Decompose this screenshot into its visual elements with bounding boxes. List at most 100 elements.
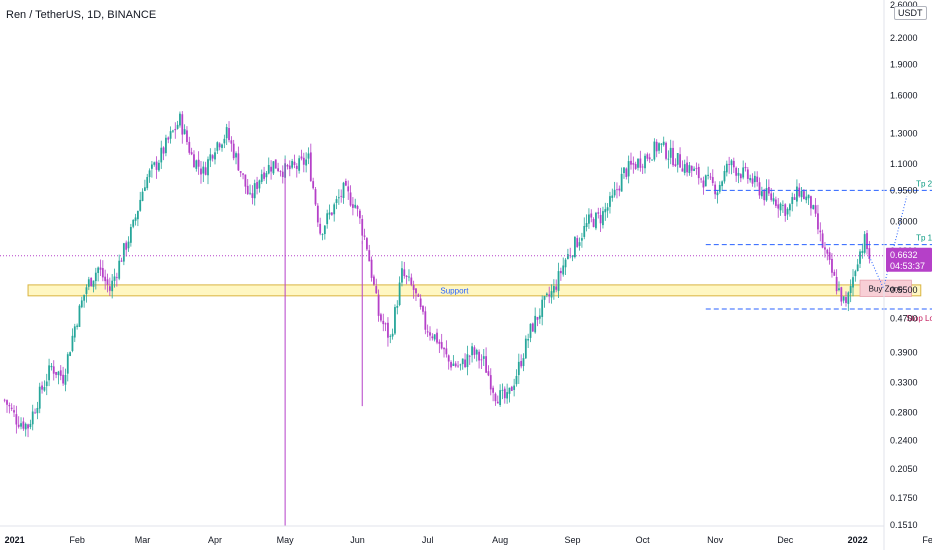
- y-tick-label: 2.6000: [890, 0, 918, 10]
- candle: [69, 351, 72, 357]
- candle: [323, 224, 326, 240]
- last-price-box: [886, 247, 932, 272]
- candle: [725, 160, 728, 177]
- candle: [258, 179, 261, 193]
- candle: [204, 161, 207, 176]
- candle: [34, 408, 36, 414]
- candle: [270, 160, 272, 180]
- candle: [239, 171, 242, 177]
- candle: [856, 258, 859, 272]
- candle: [64, 368, 67, 392]
- y-tick-label: 0.4700: [890, 313, 918, 323]
- candle: [312, 177, 315, 190]
- candle: [380, 312, 382, 323]
- candle: [302, 152, 305, 173]
- candle: [43, 380, 46, 392]
- candle: [693, 166, 695, 172]
- candle: [356, 204, 359, 217]
- candle: [700, 177, 702, 183]
- candle: [83, 294, 86, 308]
- candle: [342, 181, 345, 204]
- candle: [337, 189, 340, 205]
- candle: [721, 180, 724, 191]
- annotations-layer[interactable]: Buy Zone: [0, 196, 912, 297]
- candle: [125, 240, 128, 257]
- candle: [611, 188, 614, 202]
- candle: [690, 165, 693, 177]
- candle: [340, 189, 343, 203]
- candle: [424, 306, 427, 335]
- x-tick-label: Aug: [492, 535, 508, 545]
- candle: [366, 237, 368, 252]
- candle: [716, 190, 719, 204]
- candle: [485, 347, 487, 373]
- candle: [118, 254, 121, 281]
- candle: [417, 293, 420, 297]
- candle: [557, 262, 560, 298]
- candle: [683, 159, 686, 176]
- candle: [218, 142, 221, 151]
- candle: [347, 180, 350, 200]
- x-tick-label: Jul: [422, 535, 434, 545]
- candle: [751, 173, 754, 187]
- candle: [487, 365, 490, 377]
- candle: [370, 256, 373, 282]
- support-zone[interactable]: [27, 284, 922, 297]
- candle: [695, 162, 698, 175]
- candle: [800, 186, 803, 202]
- support-zone-layer[interactable]: Support: [27, 284, 922, 297]
- candle: [520, 354, 523, 369]
- candle: [723, 165, 726, 184]
- candle: [108, 277, 111, 296]
- candle: [87, 276, 90, 291]
- candle: [482, 349, 485, 367]
- price-levels-layer[interactable]: Tp 2 Tp 1 Stop Loss: [705, 179, 932, 323]
- candle: [174, 122, 177, 139]
- candle: [524, 335, 527, 360]
- candle: [291, 158, 294, 170]
- candle: [235, 151, 237, 165]
- candle: [552, 279, 555, 300]
- candle: [179, 111, 181, 128]
- candle: [101, 260, 104, 282]
- candle: [265, 170, 268, 184]
- candle: [169, 126, 172, 144]
- candle: [165, 134, 167, 157]
- candle: [316, 203, 319, 227]
- candle: [471, 342, 473, 363]
- candle: [585, 214, 588, 232]
- candle: [3, 398, 6, 403]
- candle: [132, 219, 135, 229]
- candle: [574, 235, 576, 259]
- candle: [826, 248, 829, 261]
- candle: [195, 159, 198, 172]
- candle: [819, 222, 822, 242]
- candle: [438, 339, 441, 354]
- candle: [80, 296, 83, 309]
- candle: [756, 171, 759, 187]
- candle: [279, 170, 282, 177]
- candle: [739, 173, 742, 183]
- candle: [861, 243, 864, 259]
- candle: [718, 181, 721, 194]
- y-tick-label: 0.8000: [890, 217, 918, 227]
- candle: [216, 141, 219, 154]
- candle: [223, 134, 226, 149]
- candle: [363, 228, 366, 240]
- candle: [817, 204, 819, 235]
- buy-zone-label: Buy Zone: [869, 284, 904, 293]
- time-axis[interactable]: 2021 Feb Mar Apr May Jun Jul Aug Sep Oct Nov Dec 202…: [5, 535, 932, 545]
- candle: [190, 147, 193, 156]
- candle: [136, 210, 139, 227]
- currency-unit-button[interactable]: USDT: [894, 6, 927, 20]
- candle: [59, 365, 62, 381]
- candle: [377, 289, 380, 322]
- candle: [104, 269, 107, 290]
- candle: [660, 143, 663, 153]
- candle: [6, 399, 8, 413]
- candle: [735, 166, 738, 182]
- candle: [202, 161, 205, 183]
- candle: [548, 286, 551, 304]
- candle: [387, 317, 389, 347]
